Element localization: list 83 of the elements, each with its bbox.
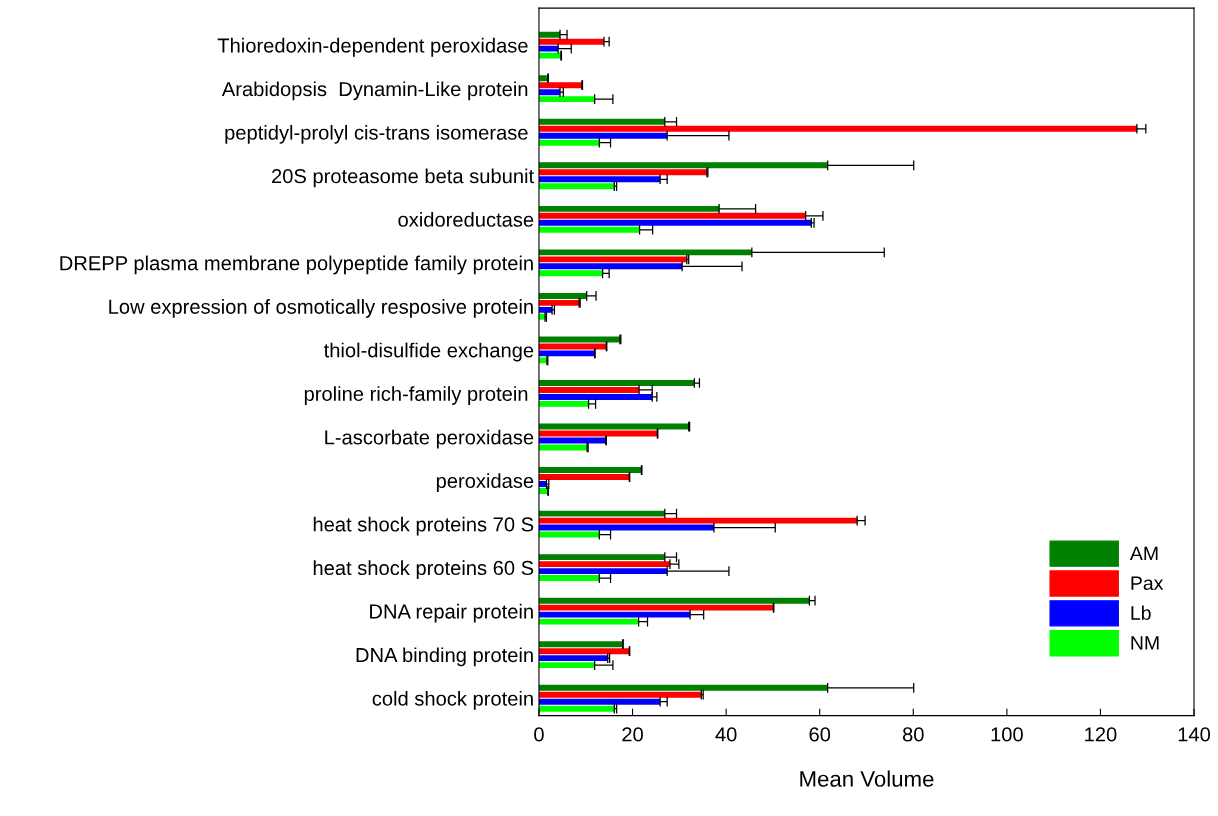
bar — [538, 423, 689, 430]
bar — [538, 89, 561, 96]
bar — [538, 393, 653, 400]
bar — [538, 561, 670, 568]
bar — [538, 82, 583, 89]
bar — [538, 444, 588, 451]
bar — [538, 162, 828, 169]
bar — [538, 648, 630, 655]
bar — [538, 510, 665, 517]
bar — [538, 387, 640, 393]
y-tick-label: peptidyl-prolyl cis-trans isomerase — [225, 124, 528, 144]
bar — [538, 249, 752, 256]
bar — [538, 474, 630, 481]
bar — [538, 299, 580, 306]
bar — [538, 38, 604, 45]
y-tick-label: DNA binding protein — [356, 647, 533, 667]
bar — [538, 183, 615, 190]
y-tick-label: proline rich-family protein — [304, 386, 528, 405]
bar — [538, 467, 642, 474]
bar — [538, 380, 695, 386]
x-tick-label: 100 — [991, 727, 1023, 742]
y-tick-label: heat shock proteins 70 S — [313, 516, 534, 536]
bar — [538, 176, 661, 183]
legend-label: AM — [1129, 546, 1158, 561]
y-tick-label: Low expression of osmotically resposive protein — [109, 299, 533, 318]
bar — [538, 45, 559, 52]
bar — [538, 169, 707, 176]
bar — [538, 611, 691, 618]
bar — [538, 219, 812, 226]
bar — [538, 270, 603, 277]
bar — [538, 118, 665, 125]
bar — [538, 575, 600, 582]
y-tick-label: DREPP plasma membrane polypeptide family protein — [60, 255, 533, 275]
bar — [538, 125, 1137, 132]
bar — [538, 132, 668, 139]
bar — [538, 226, 640, 233]
bar — [538, 212, 806, 219]
bar — [538, 662, 595, 669]
bar — [538, 618, 639, 625]
bar — [538, 343, 607, 350]
x-tick-label: 60 — [809, 727, 831, 742]
x-axis-title: Mean Volume — [800, 770, 934, 787]
y-tick-label: DNA repair protein — [370, 603, 533, 623]
y-tick-label: peroxidase — [436, 473, 534, 493]
bar — [538, 641, 623, 648]
y-tick-label: heat shock proteins 60 S — [313, 560, 534, 580]
bar — [538, 554, 665, 561]
x-tick-label: 40 — [715, 727, 737, 742]
y-tick-label: L-ascorbate peroxidase — [325, 429, 534, 449]
bar — [538, 568, 668, 575]
y-tick-label: oxidoreductase — [398, 212, 534, 227]
x-tick-label: 20 — [622, 727, 643, 742]
bar — [538, 31, 561, 38]
bar — [538, 400, 589, 407]
y-tick-label: cold shock protein — [372, 690, 533, 710]
bar — [538, 350, 595, 357]
bar — [538, 524, 714, 531]
y-tick-label: Arabidopsis Dynamin-Like protein — [221, 81, 528, 101]
x-tick-label: 80 — [902, 727, 924, 742]
bar — [538, 655, 608, 662]
bar — [538, 263, 683, 270]
bar — [538, 96, 595, 103]
bar — [538, 597, 810, 604]
bar — [538, 52, 561, 59]
legend-label: Lb — [1131, 605, 1151, 620]
bar — [538, 517, 858, 524]
bar — [538, 705, 615, 712]
bar — [538, 698, 661, 705]
bar — [538, 205, 720, 212]
bar — [538, 292, 587, 299]
bar — [538, 684, 828, 691]
x-tick-label: 120 — [1085, 727, 1117, 742]
y-tick-label: Thioredoxin-dependent peroxidase — [217, 37, 528, 57]
bar — [538, 604, 774, 611]
legend-label: Pax — [1131, 576, 1164, 591]
y-tick-label: thiol-disulfide exchange — [323, 342, 534, 362]
x-tick-label: 0 — [534, 727, 544, 742]
bar — [538, 139, 600, 146]
bar — [538, 256, 687, 263]
x-tick-label: 140 — [1178, 727, 1211, 742]
bar — [538, 691, 702, 698]
y-tick-label: 20S proteasome beta subunit — [272, 168, 534, 188]
legend-label: NM — [1131, 636, 1159, 650]
